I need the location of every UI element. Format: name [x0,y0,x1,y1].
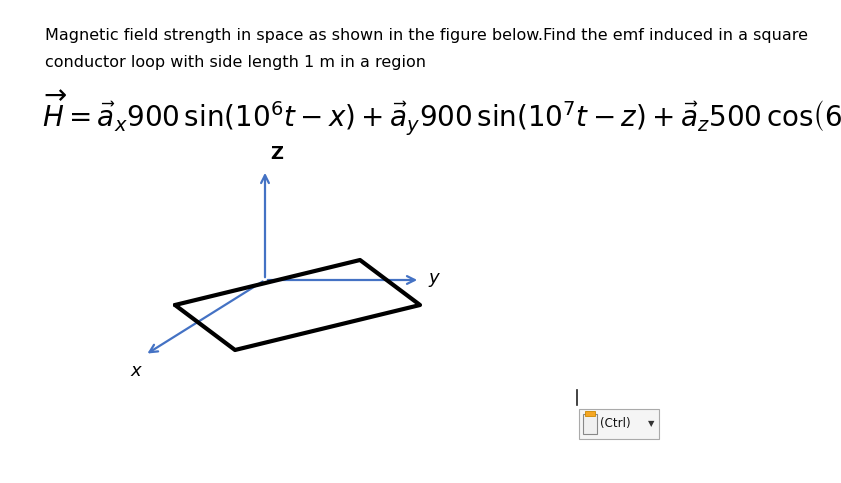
Text: $\overrightarrow{H} = \vec{a}_x 900\,\sin\!\left(10^6 t - x\right) + \vec{a}_y 9: $\overrightarrow{H} = \vec{a}_x 900\,\si… [42,88,841,137]
Text: Z: Z [270,145,283,163]
FancyBboxPatch shape [579,409,659,439]
FancyBboxPatch shape [585,411,595,416]
Text: ▼: ▼ [648,420,654,428]
Text: x: x [130,362,140,380]
Text: Magnetic field strength in space as shown in the figure below.Find the emf induc: Magnetic field strength in space as show… [45,28,808,43]
Text: y: y [428,269,439,287]
Text: conductor loop with side length 1 m in a region: conductor loop with side length 1 m in a… [45,55,426,70]
Text: (Ctrl): (Ctrl) [600,417,631,430]
FancyBboxPatch shape [583,414,597,434]
